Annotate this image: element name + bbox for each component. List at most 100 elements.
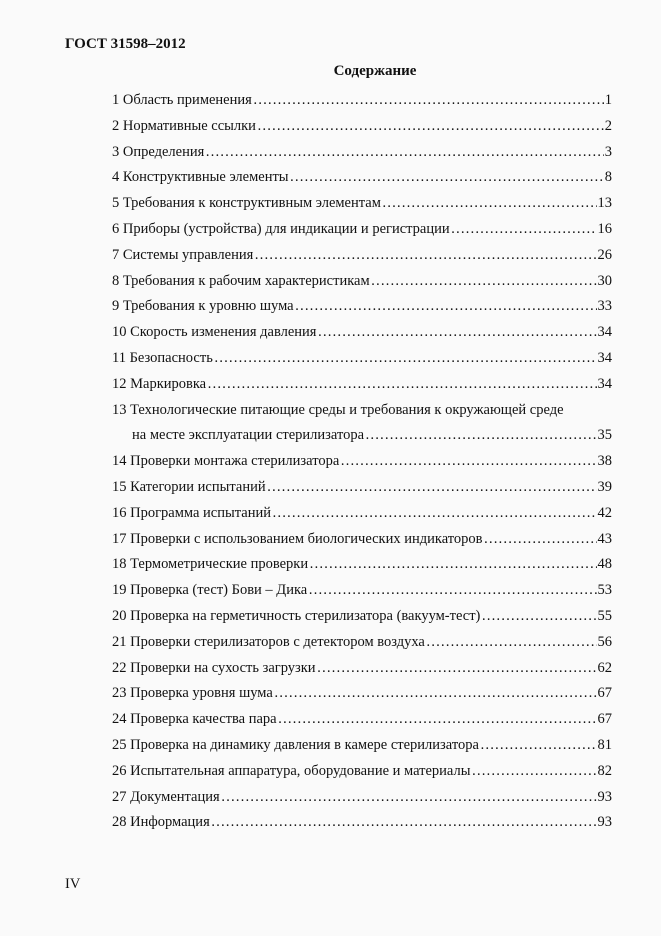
toc-entry-label: 24 Проверка качества пара <box>112 711 277 728</box>
toc-entry: 24 Проверка качества пара 67 <box>112 708 612 734</box>
toc-entry: 26 Испытательная аппаратура, оборудовани… <box>112 760 612 786</box>
toc-entry-page: 26 <box>597 246 613 263</box>
toc-entry-label: 3 Определения <box>112 143 205 160</box>
toc-entry-page: 34 <box>597 349 613 366</box>
dot-leader <box>426 631 597 653</box>
toc-entry-page: 39 <box>597 478 613 495</box>
dot-leader <box>484 528 597 550</box>
toc-entry-page: 43 <box>597 530 613 547</box>
toc-entry: 10 Скорость изменения давления 34 <box>112 321 612 347</box>
toc-entry-page: 48 <box>597 556 613 573</box>
toc-entry-page: 35 <box>597 427 613 444</box>
toc-entry: 2 Нормативные ссылки 2 <box>112 115 612 141</box>
toc-entry-label: 4 Конструктивные элементы <box>112 169 289 186</box>
toc-entry-page: 34 <box>597 375 613 392</box>
toc-entry-page: 93 <box>597 814 613 831</box>
toc-entry-page: 30 <box>597 272 613 289</box>
dot-leader <box>308 579 596 601</box>
toc-entry: 23 Проверка уровня шума 67 <box>112 682 612 708</box>
toc-entry-page: 82 <box>597 762 613 779</box>
toc-entry-label: 18 Термометрические проверки <box>112 556 309 573</box>
toc-entry-page: 93 <box>597 788 613 805</box>
dot-leader <box>480 734 597 756</box>
toc-entry: 3 Определения 3 <box>112 141 612 167</box>
document-header: ГОСТ 31598–2012 <box>65 36 186 52</box>
dot-leader <box>365 424 596 446</box>
dot-leader <box>214 347 597 369</box>
dot-leader <box>211 811 597 833</box>
toc-entry-page: 13 <box>597 195 613 212</box>
toc-entry-label: на месте эксплуатации стерилизатора <box>132 427 365 444</box>
dot-leader <box>451 218 597 240</box>
toc-entry: 8 Требования к рабочим характеристикам 30 <box>112 270 612 296</box>
toc-entry-page: 81 <box>597 736 613 753</box>
toc-entry-label: 26 Испытательная аппаратура, оборудовани… <box>112 762 471 779</box>
dot-leader <box>254 244 596 266</box>
toc-entry-label: 15 Категории испытаний <box>112 478 266 495</box>
dot-leader <box>221 786 597 808</box>
toc-entry-page: 16 <box>597 220 613 237</box>
table-of-contents: 1 Область применения 1 2 Нормативные ссылк… <box>112 89 612 837</box>
toc-entry-label: 21 Проверки стерилизаторов с детектором … <box>112 633 425 650</box>
toc-entry-label: 12 Маркировка <box>112 375 207 392</box>
dot-leader <box>290 166 604 188</box>
toc-entry-label: 7 Системы управления <box>112 246 254 263</box>
toc-entry: 17 Проверки с использованием биологическ… <box>112 528 612 554</box>
toc-entry-page: 42 <box>597 504 613 521</box>
toc-entry-label: 13 Технологические питающие среды и треб… <box>112 401 564 418</box>
dot-leader <box>481 605 596 627</box>
toc-entry-page: 56 <box>597 633 613 650</box>
toc-entry: 18 Термометрические проверки 48 <box>112 553 612 579</box>
toc-entry-page: 55 <box>597 607 613 624</box>
toc-entry-page: 67 <box>597 711 613 728</box>
dot-leader <box>205 141 603 163</box>
dot-leader <box>253 89 604 111</box>
toc-entry: 7 Системы управления 26 <box>112 244 612 270</box>
toc-entry: 21 Проверки стерилизаторов с детектором … <box>112 631 612 657</box>
toc-entry-label: 2 Нормативные ссылки <box>112 117 256 134</box>
toc-entry-label: 10 Скорость изменения давления <box>112 324 317 341</box>
page-number: IV <box>65 876 81 892</box>
toc-entry-page: 34 <box>597 324 613 341</box>
toc-entry: 19 Проверка (тест) Бови – Дика 53 <box>112 579 612 605</box>
dot-leader <box>371 270 597 292</box>
toc-entry-page: 8 <box>604 169 612 186</box>
dot-leader <box>274 682 597 704</box>
toc-entry-label: 5 Требования к конструктивным элементам <box>112 195 381 212</box>
toc-entry-page: 33 <box>597 298 613 315</box>
toc-entry-label: 20 Проверка на герметичность стерилизато… <box>112 607 481 624</box>
toc-entry-label: 1 Область применения <box>112 92 252 108</box>
toc-entry-label: 27 Документация <box>112 788 220 805</box>
toc-entry-label: 16 Программа испытаний <box>112 504 271 521</box>
dot-leader <box>257 115 604 137</box>
toc-entry: 11 Безопасность 34 <box>112 347 612 373</box>
dot-leader <box>340 450 596 472</box>
toc-entry-page: 67 <box>597 685 613 702</box>
toc-entry: 14 Проверки монтажа стерилизатора 38 <box>112 450 612 476</box>
toc-entry: 27 Документация 93 <box>112 786 612 812</box>
dot-leader <box>309 553 596 575</box>
toc-entry-page: 3 <box>604 143 612 160</box>
toc-entry: 25 Проверка на динамику давления в камер… <box>112 734 612 760</box>
toc-entry-label: 25 Проверка на динамику давления в камер… <box>112 736 479 753</box>
toc-entry: 9 Требования к уровню шума 33 <box>112 295 612 321</box>
toc-entry-continuation: на месте эксплуатации стерилизатора 35 <box>112 424 612 450</box>
toc-entry: 6 Приборы (устройства) для индикации и р… <box>112 218 612 244</box>
dot-leader <box>295 295 597 317</box>
toc-entry-label: 23 Проверка уровня шума <box>112 685 273 702</box>
dot-leader <box>278 708 597 730</box>
dot-leader <box>471 760 596 782</box>
toc-entry: 12 Маркировка 34 <box>112 373 612 399</box>
page-title: Содержание <box>333 63 417 79</box>
dot-leader <box>207 373 596 395</box>
toc-entry-label: 9 Требования к уровню шума <box>112 298 294 315</box>
toc-entry: 1 Область применения 1 <box>112 89 612 115</box>
toc-entry-label: 8 Требования к рабочим характеристикам <box>112 272 370 289</box>
toc-entry: 20 Проверка на герметичность стерилизато… <box>112 605 612 631</box>
toc-entry-label: 14 Проверки монтажа стерилизатора <box>112 453 340 470</box>
dot-leader <box>272 502 597 524</box>
dot-leader <box>317 657 597 679</box>
toc-entry-page: 53 <box>597 582 613 599</box>
toc-entry-label: 28 Информация <box>112 814 210 831</box>
toc-entry: 13 Технологические питающие среды и треб… <box>112 399 612 425</box>
